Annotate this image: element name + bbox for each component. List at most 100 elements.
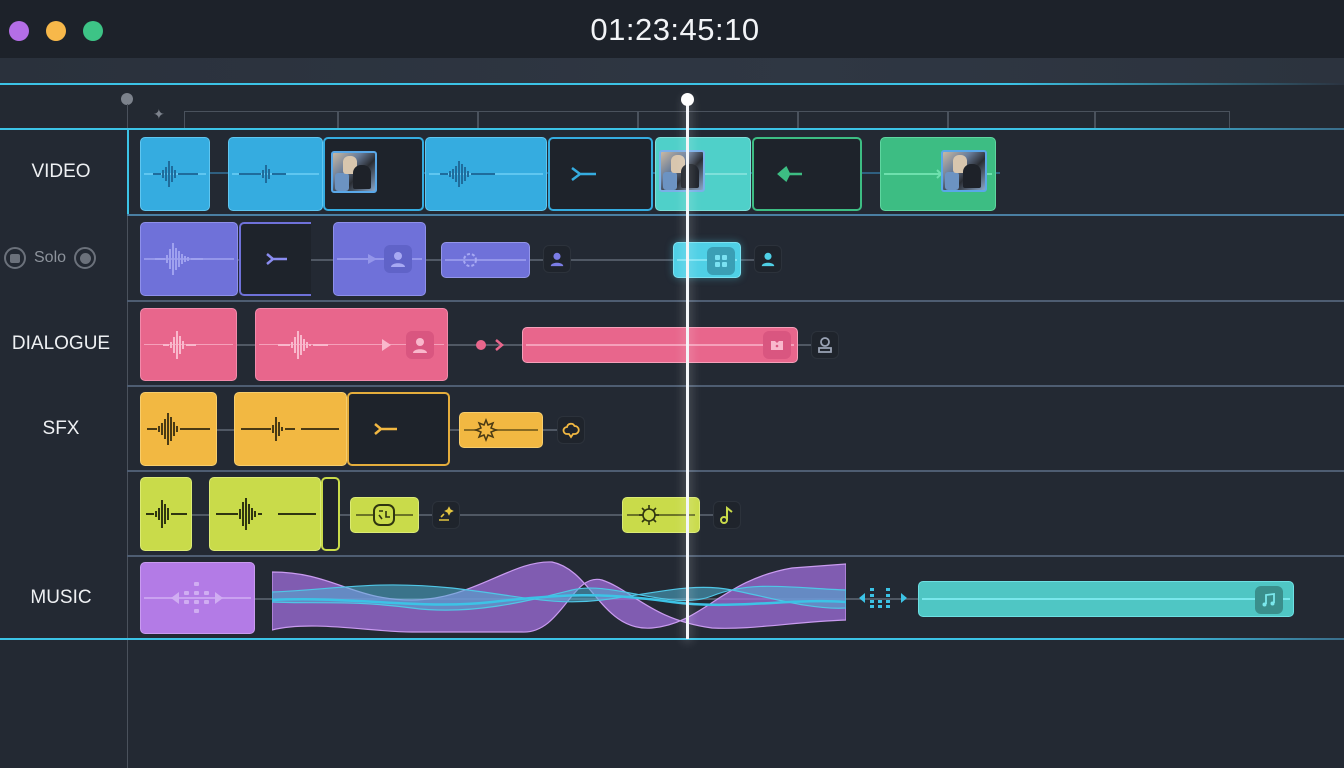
- playhead-handle[interactable]: [681, 93, 694, 106]
- transition-arrow-icon: [777, 166, 802, 182]
- video-thumbnail: [659, 150, 705, 192]
- track-divider: [127, 470, 1344, 472]
- track-divider: [127, 214, 1344, 216]
- video-transition[interactable]: [548, 137, 653, 211]
- video-clip[interactable]: [425, 137, 547, 211]
- toolbar-divider: [0, 83, 1344, 85]
- music-clip[interactable]: [140, 562, 255, 634]
- ruler-tick: [797, 111, 799, 129]
- video-clip[interactable]: [228, 137, 323, 211]
- tracks-bottom-divider: [0, 638, 1344, 640]
- transition-arrow-icon: [571, 167, 596, 181]
- video-lane: [127, 129, 1344, 215]
- sparkle-icon: ✦: [153, 106, 165, 122]
- music-waveform-bands[interactable]: [272, 560, 846, 636]
- track2-clip[interactable]: [441, 242, 530, 278]
- music-clip[interactable]: [918, 581, 1294, 617]
- gear-icon: [463, 253, 477, 267]
- person-icon[interactable]: [543, 245, 571, 273]
- lock-user-icon[interactable]: [811, 331, 839, 359]
- ruler-tick: [637, 111, 639, 129]
- arrow-icon: [368, 254, 377, 264]
- dialogue-clip[interactable]: [522, 327, 798, 363]
- chevron-right-icon: [495, 339, 504, 351]
- video-thumbnail: [331, 151, 377, 193]
- ruler-tick: [947, 111, 949, 129]
- video-clip-thumbnail[interactable]: [323, 137, 424, 211]
- music-note-icon: [1255, 586, 1283, 614]
- waveform-icon: [440, 161, 495, 187]
- track2-transition[interactable]: [239, 222, 311, 296]
- record-button[interactable]: [74, 247, 97, 269]
- waveform-icon: [153, 161, 198, 187]
- ruler-tick: [1094, 111, 1096, 129]
- equalizer-icon: [171, 582, 223, 613]
- ruler-frame: [184, 111, 1230, 129]
- maximize-window-button[interactable]: [83, 21, 103, 41]
- ruler-tick: [477, 111, 479, 129]
- waveform-icon: [278, 330, 328, 359]
- playhead-line[interactable]: [686, 99, 689, 639]
- mask-icon: [763, 331, 791, 359]
- timecode-display: 01:23:45:10: [590, 12, 760, 47]
- sfx-clip[interactable]: [234, 392, 347, 466]
- track2-controls: Solo: [4, 247, 97, 269]
- title-bar: 01:23:45:10: [0, 0, 1344, 58]
- video-clip-thumbnail[interactable]: [655, 137, 751, 211]
- track-label-sfx: SFX: [42, 418, 80, 439]
- sfx-clip[interactable]: [459, 412, 543, 448]
- start-marker-line: [126, 104, 128, 768]
- face-icon: [373, 504, 395, 526]
- video-transition[interactable]: [752, 137, 862, 211]
- mute-button[interactable]: [4, 247, 26, 269]
- equalizer-marker-icon[interactable]: [858, 586, 908, 610]
- waveform-icon: [146, 500, 187, 528]
- time-ruler[interactable]: [0, 85, 1344, 129]
- waveform-icon: [163, 330, 196, 359]
- track-divider: [127, 555, 1344, 557]
- track5-clip[interactable]: [140, 477, 192, 551]
- grid-icon: [707, 247, 735, 275]
- transition-arrow-icon: [374, 423, 397, 435]
- track2-clip[interactable]: [333, 222, 426, 296]
- track5-clip[interactable]: [209, 477, 321, 551]
- dialogue-clip[interactable]: [140, 308, 237, 381]
- magic-icon[interactable]: [432, 501, 460, 529]
- cloud-icon[interactable]: [557, 416, 585, 444]
- waveform-icon: [216, 498, 316, 530]
- music-note-icon[interactable]: [713, 501, 741, 529]
- track-label-dialogue: DIALOGUE: [11, 333, 111, 354]
- person-icon: [384, 245, 412, 273]
- start-marker-handle[interactable]: [121, 93, 133, 105]
- waveform-icon: [241, 417, 339, 441]
- waveform-icon: [147, 413, 210, 445]
- track2-clip[interactable]: [140, 222, 238, 296]
- arrow-icon: [382, 338, 391, 351]
- track5-clip[interactable]: [350, 497, 419, 533]
- burst-icon: [474, 418, 498, 442]
- keyframe-dot[interactable]: [476, 340, 486, 350]
- ruler-bottom-divider: [0, 128, 1344, 130]
- record-icon: [79, 252, 91, 264]
- person-icon: [406, 331, 434, 359]
- video-thumbnail: [941, 150, 987, 192]
- dialogue-clip[interactable]: [255, 308, 448, 381]
- track2-clip-selected[interactable]: [673, 242, 741, 278]
- video-clip[interactable]: [140, 137, 210, 211]
- sfx-transition[interactable]: [347, 392, 450, 466]
- solo-label: Solo: [34, 249, 67, 266]
- minimize-window-button[interactable]: [46, 21, 66, 41]
- ruler-tick: [337, 111, 339, 129]
- burst-icon: [639, 505, 659, 525]
- track-divider: [127, 385, 1344, 387]
- track-label-video: VIDEO: [31, 161, 91, 182]
- mute-icon: [10, 253, 20, 263]
- sfx-clip[interactable]: [140, 392, 217, 466]
- video-clip-thumbnail[interactable]: [880, 137, 996, 211]
- track5-handle[interactable]: [321, 477, 340, 551]
- waveform-icon: [239, 165, 286, 183]
- person-icon[interactable]: [754, 245, 782, 273]
- transition-arrow-icon: [266, 253, 287, 265]
- close-window-button[interactable]: [9, 21, 29, 41]
